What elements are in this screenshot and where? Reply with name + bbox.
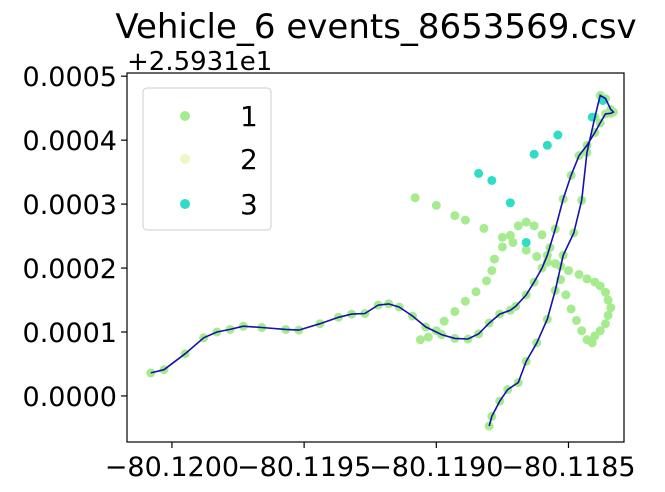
- legend-label-1: 1: [240, 100, 258, 133]
- scatter-point-series-1: [450, 211, 460, 221]
- scatter-point-series-1: [479, 223, 489, 233]
- scatter-point-series-1: [460, 215, 470, 225]
- scatter-point-series-1: [482, 276, 492, 286]
- scatter-point-series-1: [146, 368, 156, 378]
- scatter-point-series-1: [450, 307, 460, 317]
- legend-marker-3: [180, 199, 190, 209]
- x-tick-label: −80.1200: [105, 452, 239, 483]
- scatter-point-series-3: [521, 237, 531, 247]
- legend: 1 2 3: [142, 87, 272, 231]
- scatter-point-series-3: [474, 168, 484, 178]
- scatter-points: [146, 90, 618, 431]
- scatter-point-series-1: [590, 331, 600, 341]
- scatter-point-series-3: [542, 140, 552, 150]
- scatter-point-series-1: [521, 217, 531, 227]
- scatter-point-series-1: [577, 326, 587, 336]
- scatter-point-series-1: [571, 315, 581, 325]
- scatter-point-series-1: [606, 303, 616, 313]
- scatter-point-series-1: [582, 274, 592, 284]
- scatter-point-series-1: [600, 287, 610, 297]
- scatter-point-series-1: [460, 296, 470, 306]
- y-tick-label: 0.0004: [23, 126, 117, 157]
- scatter-point-series-1: [595, 281, 605, 291]
- y-axis-offset-label: +2.5931e1: [127, 47, 272, 77]
- scatter-point-series-1: [484, 421, 494, 431]
- route-line: [150, 94, 615, 427]
- scatter-point-series-3: [487, 175, 497, 185]
- legend-label-3: 3: [240, 188, 258, 221]
- y-axis: 0.0000 0.0001 0.0002 0.0003 0.0004 0.0005: [23, 62, 127, 413]
- scatter-point-series-1: [423, 332, 433, 342]
- scatter-point-series-1: [561, 290, 571, 300]
- chart-title: Vehicle_6 events_8653569.csv: [115, 7, 636, 47]
- legend-box: [142, 87, 272, 231]
- x-axis: −80.1200−80.1195−80.1190−80.1185: [105, 442, 636, 483]
- scatter-point-series-1: [415, 335, 425, 345]
- scatter-point-series-1: [532, 252, 542, 262]
- x-tick-label: −80.1195: [237, 452, 371, 483]
- scatter-point-series-1: [489, 254, 499, 264]
- scatter-point-series-1: [521, 245, 531, 255]
- scatter-point-series-1: [550, 259, 560, 269]
- scatter-point-series-1: [505, 230, 515, 240]
- scatter-point-series-1: [582, 335, 592, 345]
- legend-label-2: 2: [240, 143, 258, 176]
- scatter-point-series-1: [439, 316, 449, 326]
- scatter-point-series-1: [431, 200, 441, 210]
- y-tick-label: 0.0000: [23, 382, 117, 413]
- scatter-point-series-1: [513, 221, 523, 231]
- scatter-point-series-1: [497, 242, 507, 252]
- scatter-point-series-1: [410, 193, 420, 203]
- scatter-point-series-1: [574, 269, 584, 279]
- x-tick-label: −80.1185: [501, 452, 635, 483]
- scatter-point-series-1: [487, 266, 497, 276]
- scatter-point-series-3: [529, 149, 539, 159]
- scatter-point-series-1: [508, 237, 518, 247]
- scatter-point-series-1: [537, 230, 547, 240]
- scatter-point-series-1: [566, 304, 576, 314]
- scatter-point-series-3: [553, 130, 563, 140]
- scatter-point-series-3: [505, 198, 515, 208]
- scatter-point-series-1: [600, 319, 610, 329]
- scatter-point-series-1: [529, 221, 539, 231]
- scatter-point-series-1: [603, 295, 613, 305]
- y-tick-label: 0.0005: [23, 62, 117, 93]
- scatter-point-series-1: [603, 310, 613, 320]
- legend-marker-2: [180, 154, 190, 164]
- y-tick-label: 0.0001: [23, 318, 117, 349]
- y-tick-label: 0.0003: [23, 190, 117, 221]
- scatter-point-series-1: [563, 266, 573, 276]
- scatter-point-series-1: [497, 232, 507, 242]
- scatter-point-series-1: [471, 287, 481, 297]
- y-tick-label: 0.0002: [23, 254, 117, 285]
- legend-marker-1: [180, 111, 190, 121]
- x-tick-label: −80.1190: [369, 452, 503, 483]
